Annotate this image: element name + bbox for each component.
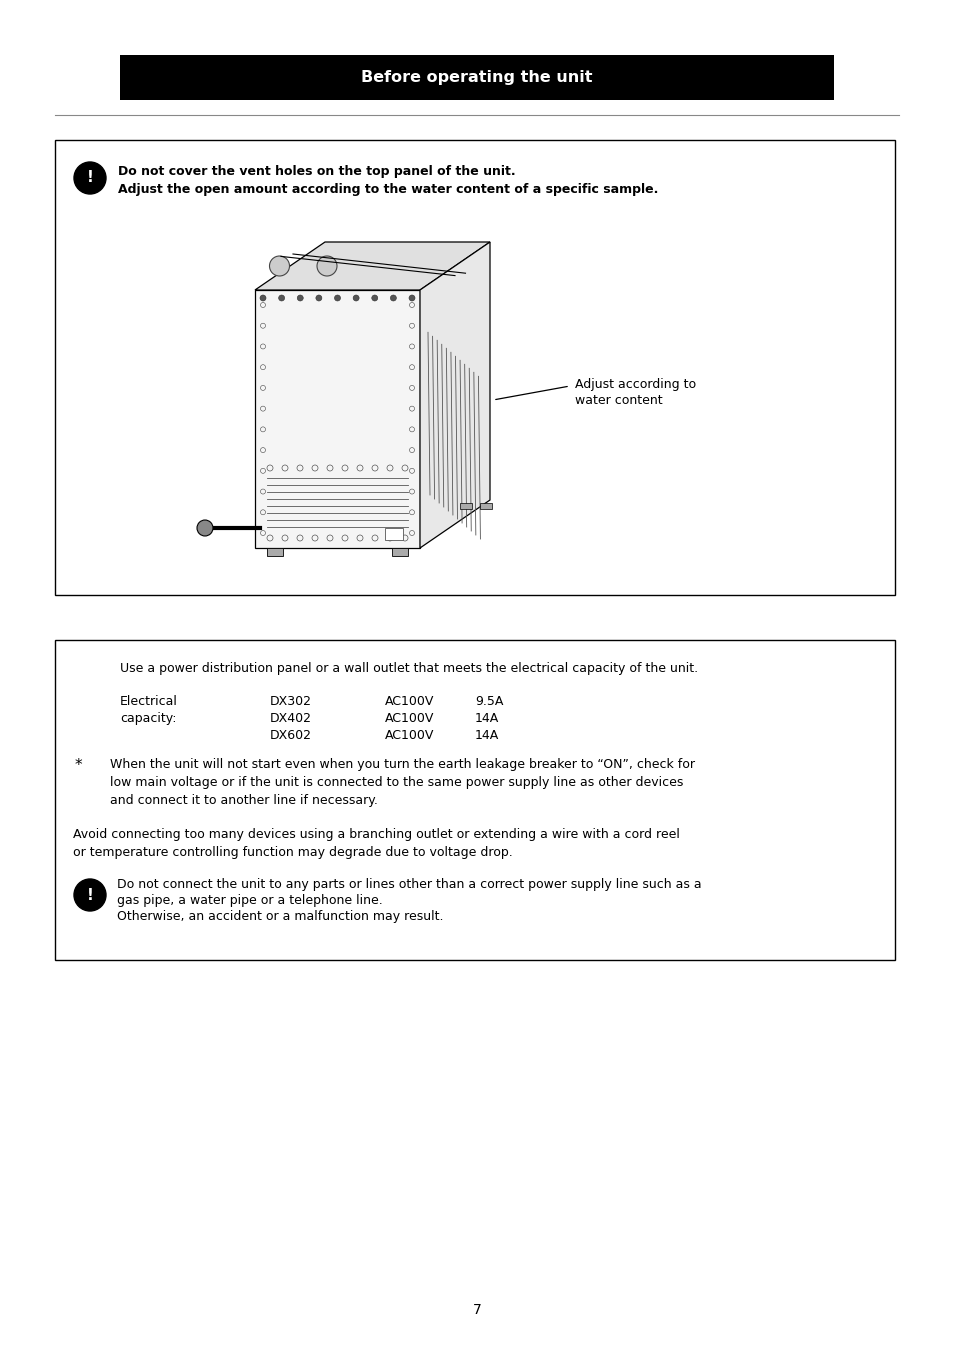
Bar: [254, 290, 419, 548]
Text: When the unit will not start even when you turn the earth leakage breaker to “ON: When the unit will not start even when y…: [110, 757, 695, 807]
Text: AC100V: AC100V: [385, 711, 434, 725]
Text: *: *: [75, 757, 83, 774]
Bar: [267, 548, 283, 556]
Text: 14A: 14A: [475, 711, 498, 725]
Text: AC100V: AC100V: [385, 695, 434, 707]
Circle shape: [390, 296, 395, 301]
Circle shape: [353, 296, 358, 301]
Text: capacity:: capacity:: [120, 711, 176, 725]
Circle shape: [74, 879, 106, 911]
Text: Adjust the open amount according to the water content of a specific sample.: Adjust the open amount according to the …: [118, 184, 658, 196]
Text: !: !: [87, 887, 93, 903]
Circle shape: [260, 296, 266, 301]
Circle shape: [74, 162, 106, 194]
Circle shape: [316, 256, 336, 275]
Bar: [392, 548, 408, 556]
Circle shape: [269, 256, 289, 275]
Bar: [479, 504, 492, 509]
Bar: [55, 140, 894, 595]
Circle shape: [372, 296, 377, 301]
Text: water content: water content: [575, 394, 662, 406]
Text: AC100V: AC100V: [385, 729, 434, 742]
Text: gas pipe, a water pipe or a telephone line.: gas pipe, a water pipe or a telephone li…: [117, 894, 382, 907]
Text: 9.5A: 9.5A: [475, 695, 503, 707]
Circle shape: [315, 296, 321, 301]
Text: Use a power distribution panel or a wall outlet that meets the electrical capaci: Use a power distribution panel or a wall…: [120, 662, 698, 675]
Text: Before operating the unit: Before operating the unit: [361, 70, 592, 85]
Circle shape: [278, 296, 284, 301]
Text: DX402: DX402: [270, 711, 312, 725]
Polygon shape: [419, 242, 490, 548]
Bar: [459, 504, 472, 509]
Bar: [55, 640, 894, 960]
Circle shape: [297, 296, 303, 301]
Text: Avoid connecting too many devices using a branching outlet or extending a wire w: Avoid connecting too many devices using …: [73, 828, 679, 859]
Text: Otherwise, an accident or a malfunction may result.: Otherwise, an accident or a malfunction …: [117, 910, 443, 923]
Text: Do not cover the vent holes on the top panel of the unit.: Do not cover the vent holes on the top p…: [118, 165, 515, 178]
Text: !: !: [87, 170, 93, 185]
Bar: [385, 528, 402, 540]
Polygon shape: [254, 242, 490, 290]
Text: 7: 7: [472, 1303, 481, 1318]
Text: DX302: DX302: [270, 695, 312, 707]
Text: Adjust according to: Adjust according to: [575, 378, 696, 392]
Text: Do not connect the unit to any parts or lines other than a correct power supply : Do not connect the unit to any parts or …: [117, 878, 700, 891]
Bar: [120, 55, 833, 100]
Circle shape: [196, 520, 213, 536]
Text: 14A: 14A: [475, 729, 498, 742]
Text: DX602: DX602: [270, 729, 312, 742]
Circle shape: [335, 296, 340, 301]
Text: Electrical: Electrical: [120, 695, 177, 707]
Circle shape: [409, 296, 415, 301]
